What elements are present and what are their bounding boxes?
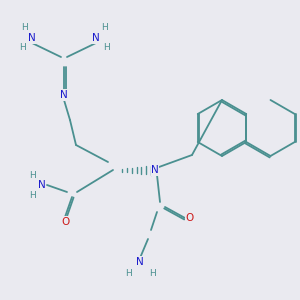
Text: H: H (124, 269, 131, 278)
Text: O: O (61, 217, 69, 227)
Text: H: H (28, 170, 35, 179)
Text: H: H (103, 44, 110, 52)
Text: N: N (28, 33, 36, 43)
Text: H: H (100, 23, 107, 32)
Text: N: N (136, 257, 144, 267)
Text: N: N (38, 180, 46, 190)
Text: H: H (28, 190, 35, 200)
Text: N: N (151, 165, 159, 175)
Text: N: N (92, 33, 100, 43)
Text: H: H (19, 44, 26, 52)
Text: N: N (60, 90, 68, 100)
Text: O: O (186, 213, 194, 223)
Text: H: H (148, 269, 155, 278)
Text: H: H (21, 23, 27, 32)
